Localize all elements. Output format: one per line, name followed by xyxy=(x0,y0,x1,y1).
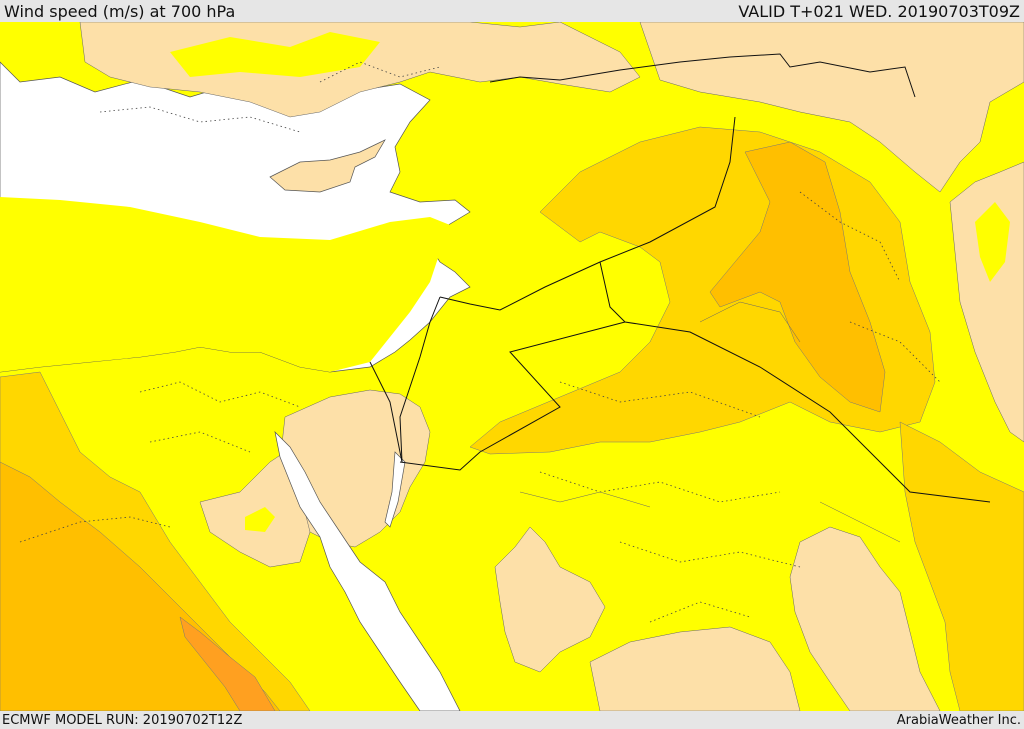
anatolia-yellow-patch xyxy=(170,32,380,77)
egypt-yellow-patch xyxy=(245,507,275,532)
west-egypt-land xyxy=(199,451,311,568)
map-canvas xyxy=(0,22,1024,711)
header-bar: Wind speed (m/s) at 700 hPa VALID T+021 … xyxy=(0,0,1024,22)
admin-boundaries xyxy=(19,61,941,623)
credit: ArabiaWeather Inc. xyxy=(896,712,1021,728)
sw-wind-level-4 xyxy=(179,616,276,711)
model-run: ECMWF MODEL RUN: 20190702T12Z xyxy=(2,712,243,728)
map-title: Wind speed (m/s) at 700 hPa xyxy=(4,1,236,21)
wind-speed-map[interactable] xyxy=(0,22,1024,711)
gulf-of-aqaba xyxy=(384,451,406,528)
saudi-land-patch-3 xyxy=(589,626,801,711)
northeast-land xyxy=(639,22,1024,193)
country-borders xyxy=(369,53,991,503)
iraq-wind-level-3 xyxy=(709,141,886,413)
wind-contours xyxy=(519,301,901,543)
iran-yellow-strip xyxy=(975,202,1010,282)
red-sea xyxy=(274,430,461,711)
sea-wind-field xyxy=(0,197,455,372)
saudi-land-patch-2 xyxy=(789,526,941,711)
saudi-land-patch-1 xyxy=(494,526,606,673)
valid-time: VALID T+021 WED. 20190703T09Z xyxy=(738,1,1020,21)
cyprus xyxy=(269,139,386,193)
footer-bar: ECMWF MODEL RUN: 20190702T12Z ArabiaWeat… xyxy=(0,711,1024,729)
